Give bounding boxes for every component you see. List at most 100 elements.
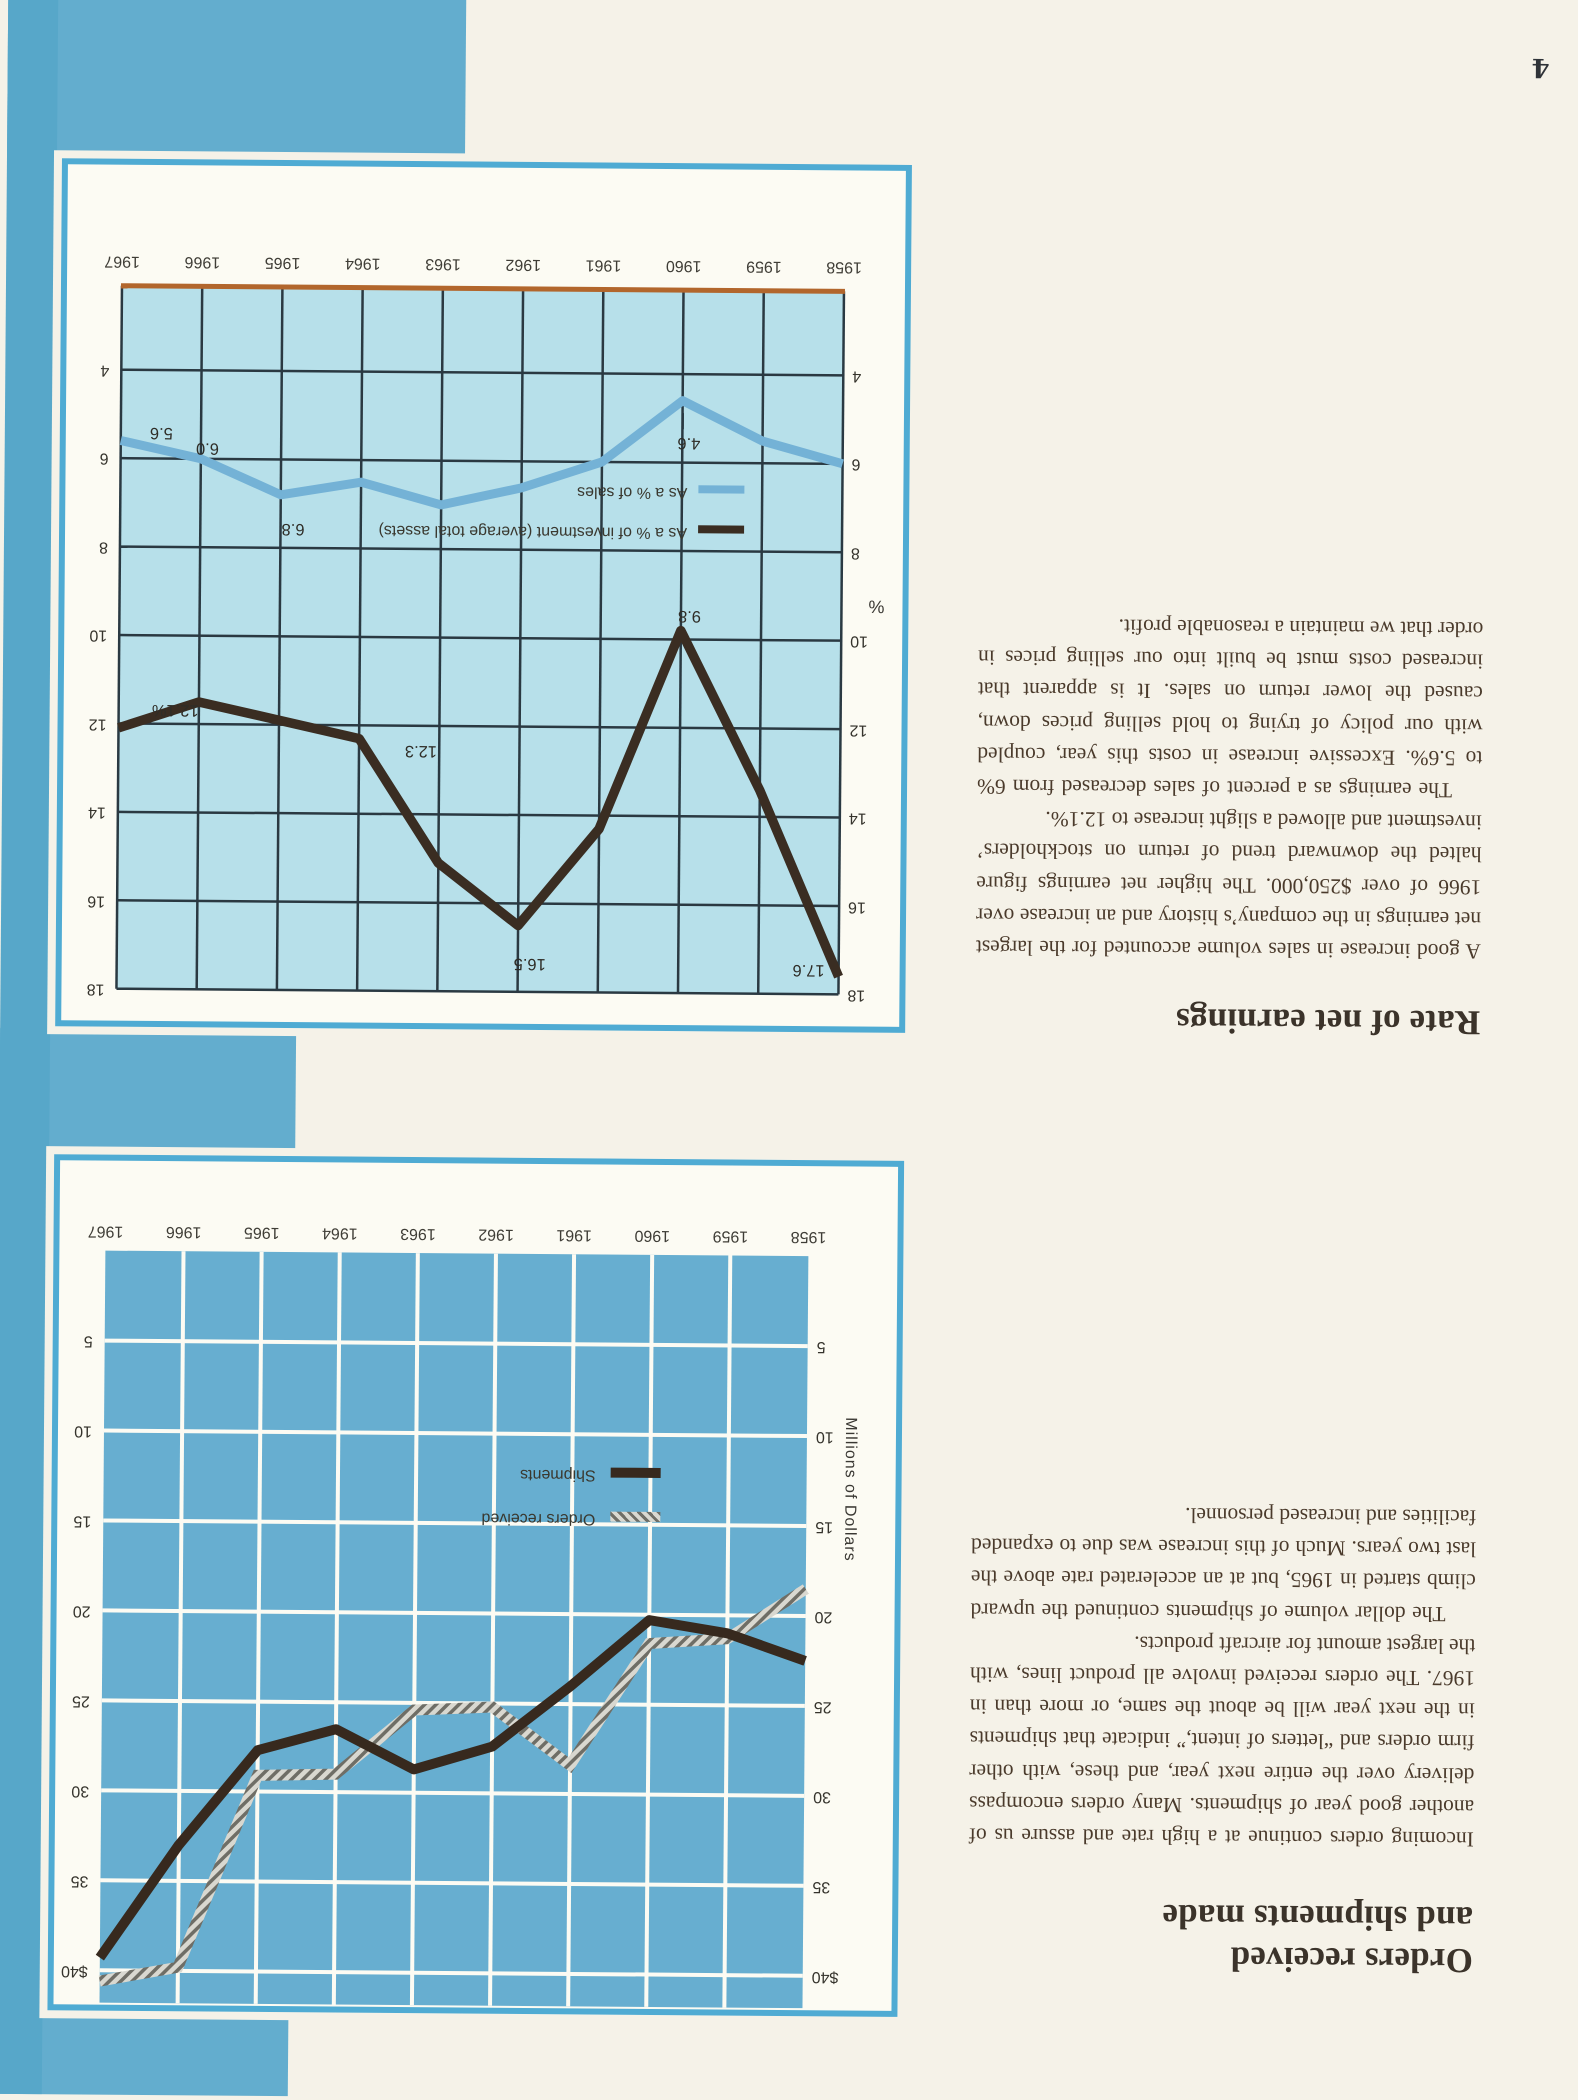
legend-label-investment: As a % of investment (average total asse… [378,521,688,542]
y-tick-label: 6 [99,450,109,468]
h-gridline [104,1338,808,1349]
y-tick-label: 25 [72,1692,90,1710]
y-tick-label: 18 [86,980,105,998]
v-gridline [488,1253,498,2006]
legend-label-shipments: Shipments [519,1465,596,1484]
section-body-orders: Incoming orders continue at a high rate … [969,1497,1477,1855]
percent-of-sales-line [119,396,844,510]
v-gridline [253,1251,264,2004]
legend-label-sales: As a % of sales [577,483,688,502]
data-label: 9.8 [677,607,702,626]
y-tick-label: 20 [72,1602,91,1620]
x-tick-label: 1965 [264,253,301,272]
x-tick-label: 1958 [826,258,863,276]
body-paragraph: The earnings as a percent of sales decre… [976,614,1484,803]
blue-strip-bottom [7,0,467,158]
rate-chart-card: 18 18 16 16 14 14 12 12 10 10 8 8 6 6 4 4 1958 1959 1960 19… [55,158,912,1033]
v-gridline [409,1253,420,2006]
section-heading-orders: Orders received and shipments made [953,1893,1474,1981]
y-tick-label: 14 [848,809,867,827]
data-label: 17.6 [792,961,825,980]
y-tick-label: 25 [813,1697,832,1716]
x-tick-label: 1961 [585,256,622,274]
plot-panel [99,1250,809,2009]
legend-swatch-investment [698,525,745,534]
orders-chart-card: $40 $40 35 35 30 30 25 25 20 20 15 15 10 10 5 5 1958 1959… [47,1154,905,2017]
y-tick-label: 30 [813,1787,832,1806]
y-tick-label: 10 [74,1422,93,1440]
blue-strip-top [0,2011,289,2097]
h-gridline [102,1608,806,1618]
h-gridline [119,633,842,642]
label-leader-tick [681,412,684,429]
y-tick-label: 35 [70,1872,89,1890]
rate-chart-svg [115,283,846,996]
v-gridline [436,288,445,992]
y-tick-label: 35 [812,1877,831,1896]
h-gridline [103,1428,807,1439]
h-gridline [117,899,840,908]
h-gridline [99,1968,803,1978]
section-heading-earnings: Rate of net earnings [960,997,1481,1043]
v-gridline [331,1252,342,2005]
y-tick-label: 8 [98,538,108,556]
shipments-line [95,1615,807,1961]
x-tick-label: 1959 [712,1227,749,1245]
legend-swatch-shipments [610,1467,661,1479]
x-tick-label: 1963 [400,1224,436,1243]
body-paragraph: The dollar volume of shipments continued… [970,1503,1477,1626]
orders-chart: $40 $40 35 35 30 30 25 25 20 20 15 15 10 10 5 5 1958 1959… [53,1160,898,2011]
x-tick-label: 1961 [556,1226,593,1244]
x-tick-label: 1960 [634,1226,671,1245]
x-tick-label: 1964 [344,254,381,272]
legend-label-orders: Orders received [481,1509,596,1528]
v-gridline [355,287,364,991]
h-gridline [118,722,841,731]
x-tick-label: 1965 [243,1223,280,1242]
data-label: 4.6 [677,433,701,452]
x-tick-label: 1962 [505,255,542,274]
h-gridline [116,987,839,996]
h-gridline [117,810,840,819]
y-tick-label: 5 [83,1332,93,1350]
data-label: 12.3 [404,741,438,761]
h-gridline [119,545,842,554]
x-tick-label: 1962 [478,1225,514,1243]
data-label: 16.5 [513,954,546,973]
y-tick-label: 20 [814,1608,833,1626]
h-gridline [121,368,844,377]
x-tick-label: 1966 [165,1223,202,1241]
data-label: 12.1% [151,701,199,720]
x-tick-label: 1963 [425,255,461,273]
orders-chart-svg [95,1250,809,2009]
v-gridline [175,1251,186,2004]
body-paragraph: Incoming orders continue at a high rate … [968,1631,1476,1852]
orders-received-line [98,1584,809,1987]
y-tick-label: 12 [849,721,868,739]
heading-line: Rate of net earnings [1175,1001,1481,1043]
data-label: 6.8 [281,519,305,538]
x-tick-label: 1966 [184,253,221,271]
h-gridline [103,1518,807,1529]
y-tick-label: 6 [851,455,861,473]
y-tick-label: 16 [848,898,866,916]
legend-swatch-orders [610,1511,661,1523]
x-tick-label: 1967 [104,252,141,270]
heading-line: Orders received [1230,1939,1474,1981]
percent-of-investment-line [117,625,843,979]
v-gridline [195,286,204,990]
y-tick-label: 4 [852,367,862,385]
v-gridline [596,289,605,993]
h-gridline [120,456,843,466]
x-tick-label: 1958 [790,1228,827,1246]
data-label: 6.0 [195,439,220,458]
page-number: 4 [1531,51,1550,82]
y-tick-label: $40 [811,1967,839,1986]
v-gridline [275,286,284,990]
y-axis-title: % [868,596,885,617]
y-tick-label: 10 [850,632,869,650]
y-tick-label: 5 [816,1338,826,1356]
y-tick-label: $40 [60,1961,88,1980]
